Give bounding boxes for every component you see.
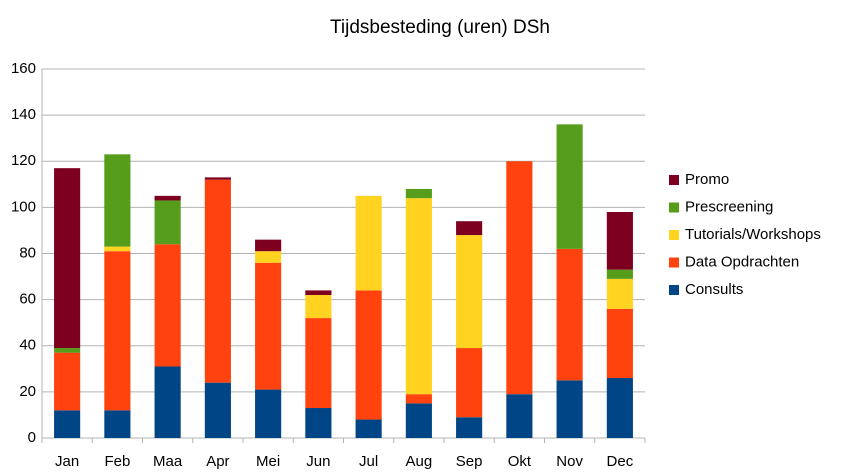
bar-segment [606,269,633,279]
x-tick-label: Maa [153,453,183,470]
bar-segment [456,348,483,418]
bar-segment [606,308,633,379]
bar-segment [204,177,231,180]
x-tick-label: Apr [206,453,229,470]
x-tick-label: Okt [508,453,532,470]
bar-segment [305,290,332,296]
y-tick-label: 160 [11,60,36,77]
legend-label: Prescreening [685,198,773,215]
bar-segment [606,211,633,270]
bar-segment [606,278,633,309]
bar-segment [456,417,483,438]
legend-label: Tutorials/Workshops [685,226,821,243]
bar-segment [154,195,181,201]
x-tick-label: Mei [256,453,280,470]
bar-segment [104,154,131,247]
bar-segment [204,179,231,383]
x-tick-label: Nov [556,453,583,470]
bar-segment [355,290,382,420]
bar-segment [54,410,81,438]
bar-segment [305,408,332,438]
bar-segment [54,168,81,349]
legend-swatch [669,230,679,240]
chart-title: Tijdsbesteding (uren) DSh [330,17,550,38]
bar-segment [405,198,432,395]
bar-segment [355,419,382,438]
y-tick-label: 100 [11,198,36,215]
bar-segment [405,403,432,438]
x-tick-label: Feb [104,453,130,470]
bar-segment [54,348,81,353]
legend-label: Consults [685,281,743,298]
bar-segment [556,380,583,438]
y-tick-label: 60 [19,291,36,308]
legend-swatch [669,285,679,295]
bar-segment [456,221,483,236]
bar-segment [405,394,432,404]
x-tick-label: Jul [359,453,378,470]
bar-segment [154,200,181,245]
bar-segment [556,124,583,249]
bar-segment [305,318,332,409]
bar-segment [506,394,533,438]
bar-segment [405,188,432,199]
bar-segment [506,161,533,395]
bar-segment [104,251,131,411]
bar-segment [255,389,282,438]
bar-segment [204,382,231,438]
bar-segment [154,244,181,367]
legend-swatch [669,257,679,268]
legend-label: Data Opdrachten [685,253,799,270]
legend-label: Promo [685,171,729,188]
bar-segment [104,246,131,252]
x-tick-label: Jun [306,453,330,470]
legend-swatch [669,175,679,185]
bar-segment [305,295,332,319]
y-tick-label: 140 [11,106,36,123]
y-tick-label: 20 [19,383,36,400]
bar-segment [54,352,81,411]
bar-segment [255,239,282,252]
y-tick-label: 80 [19,244,36,261]
legend-swatch [669,202,679,213]
y-tick-label: 0 [28,429,36,446]
y-tick-label: 40 [19,337,36,354]
bar-segment [104,410,131,438]
bar-segment [255,251,282,263]
bar-segment [154,366,181,438]
x-tick-label: Dec [607,453,634,470]
bar-segment [556,248,583,381]
x-tick-label: Aug [406,453,433,470]
y-tick-label: 120 [11,152,36,169]
bar-segment [456,235,483,349]
bar-segment [355,195,382,291]
x-tick-label: Sep [456,453,483,470]
bar-segment [606,378,633,438]
bar-segment [255,262,282,390]
x-tick-label: Jan [55,453,79,470]
